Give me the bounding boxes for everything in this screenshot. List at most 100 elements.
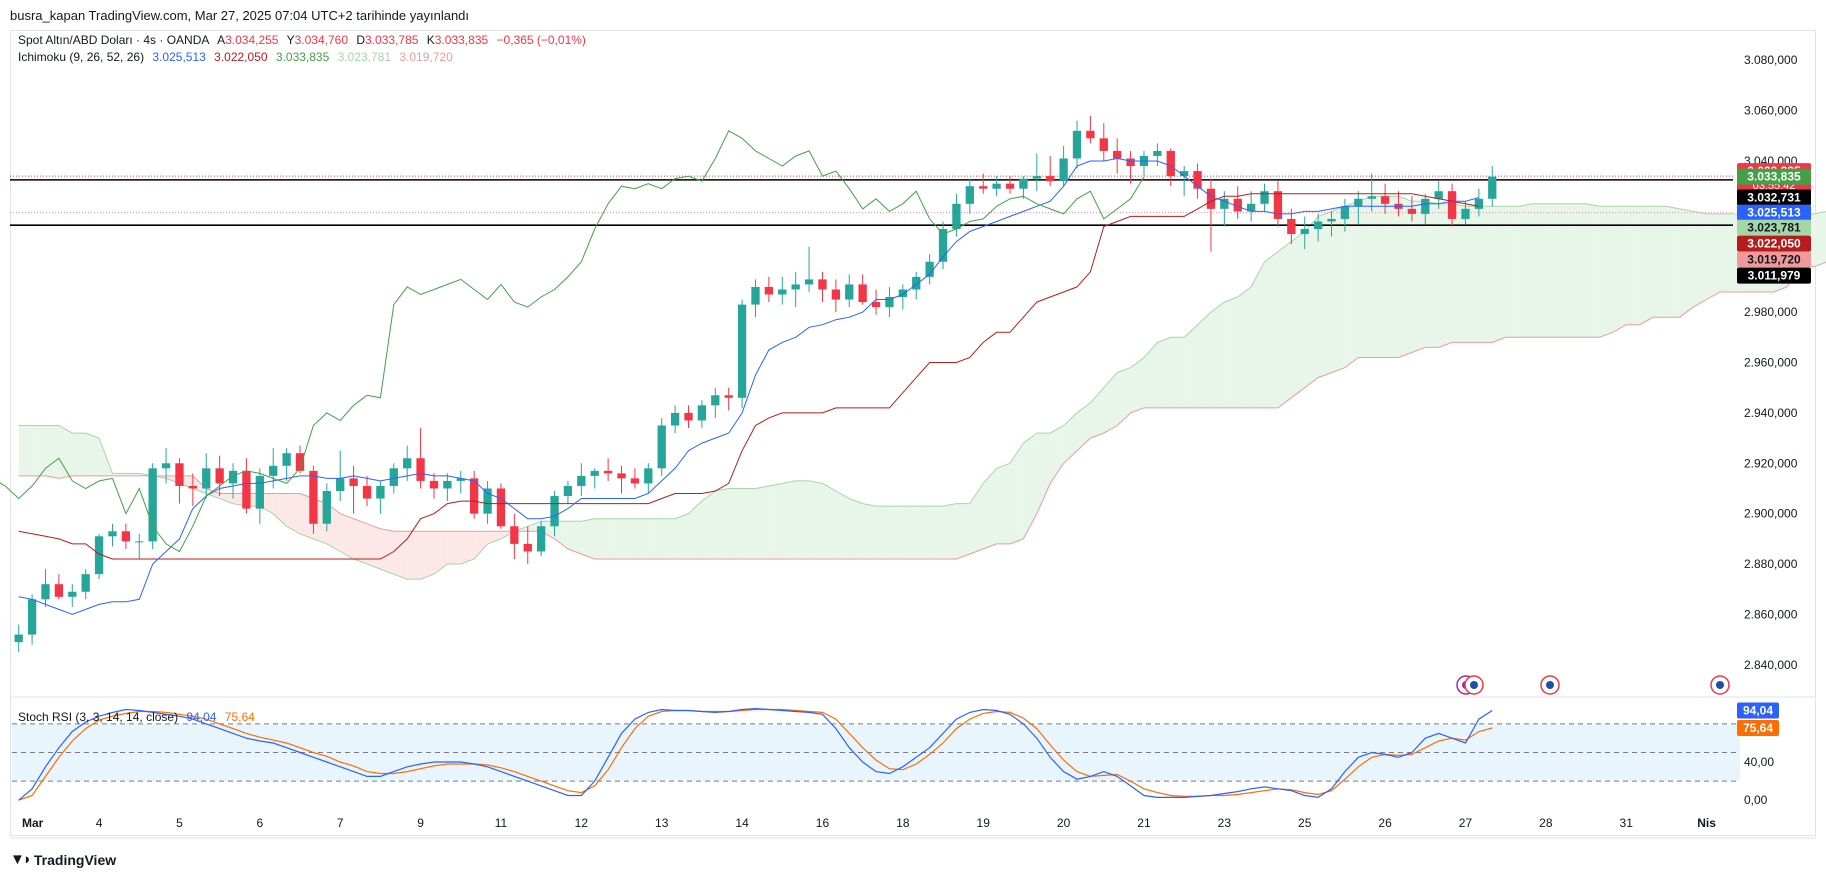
price-tag-box (1737, 204, 1811, 221)
ichimoku-cloud-segment (849, 498, 863, 560)
us-flag-icon-dot (1546, 681, 1554, 689)
candle-up (577, 475, 586, 486)
ichimoku-cloud-segment (219, 493, 234, 504)
footer-brand[interactable]: ▼◗ TradingView (10, 851, 116, 868)
candle-up (1421, 198, 1430, 214)
candle-down (1126, 158, 1135, 167)
senkou-span-b-line (18, 261, 1826, 560)
candle-down (1005, 183, 1015, 189)
ichimoku-cloud-segment (701, 490, 716, 560)
x-tick-label: 7 (337, 816, 344, 830)
candle-down (617, 473, 626, 479)
ichimoku-cloud-segment (1572, 203, 1587, 338)
ichimoku-cloud-segment (1519, 203, 1533, 338)
y-tick-label: 3.060,000 (1744, 104, 1798, 118)
candle-up (1461, 208, 1470, 219)
ichimoku-cloud-segment (876, 506, 890, 560)
y-tick-label: 2.840,000 (1744, 658, 1798, 672)
x-tick-label: 12 (575, 816, 589, 830)
change-value: −0,365 (−0,01%) (496, 33, 586, 47)
ichimoku-cloud-segment (380, 528, 394, 575)
candle-up (389, 468, 398, 486)
candle-up (81, 574, 90, 592)
ichimoku-cloud-segment (943, 503, 957, 560)
x-tick-label: 18 (896, 816, 910, 830)
ichimoku-cloud-segment (929, 506, 944, 560)
brand-name: TradingView (33, 851, 117, 868)
candle-down (818, 279, 827, 290)
tenkan-sen-line (18, 157, 1480, 615)
candle-down (1380, 196, 1390, 204)
rsi-name: Stoch RSI (3, 3, 14, 14, close) (18, 710, 179, 724)
candle-up (536, 526, 546, 552)
price-tag-label: 3.019,720 (1747, 253, 1801, 267)
ichimoku-cloud-segment (1425, 201, 1439, 348)
ichimoku-cloud-segment (1063, 412, 1077, 464)
ichimoku-cloud-segment (661, 518, 676, 560)
publish-header: busra_kapan TradingView.com, Mar 27, 202… (10, 8, 470, 23)
x-tick-label: 9 (417, 816, 424, 830)
candle-up (1327, 218, 1336, 222)
low-value: 3.033,785 (365, 33, 419, 47)
ichimoku-cloud-segment (634, 518, 649, 560)
ichimoku-cloud-segment (1143, 342, 1158, 408)
candle-down (684, 412, 693, 421)
candle-up (456, 478, 465, 481)
ichimoku-cloud-segment (1532, 203, 1546, 338)
ichimoku-cloud-segment (822, 483, 836, 560)
price-tag-label: 3.025,513 (1747, 206, 1801, 220)
ichimoku-cloud-segment (1411, 201, 1426, 353)
high-value: 3.034,760 (294, 33, 349, 47)
price-tag-box (1737, 219, 1811, 236)
candle-up (697, 405, 707, 421)
candle-up (737, 304, 747, 398)
ichimoku-cloud-segment (1505, 206, 1520, 338)
ichimoku-cloud-segment (1251, 261, 1265, 408)
candle-up (269, 465, 278, 476)
y-tick-label: 2.960,000 (1744, 356, 1798, 370)
ichimoku-cloud-segment (112, 473, 126, 476)
ichimoku-cloud-segment (1036, 433, 1051, 514)
x-tick-label: 19 (977, 816, 991, 830)
price-tag-box (1737, 235, 1811, 252)
ichimoku-cloud-segment (621, 518, 635, 560)
x-tick-label: 20 (1057, 816, 1071, 830)
ichimoku-cloud-segment (1170, 337, 1185, 408)
x-tick-label: 4 (96, 816, 103, 830)
candle-up (1488, 176, 1497, 199)
candle-down (295, 453, 305, 471)
candle-down (121, 531, 131, 542)
y-tick-label: 2.940,000 (1744, 406, 1798, 420)
candle-up (804, 279, 814, 285)
candle-up (202, 468, 211, 489)
ichimoku-cloud-segment (996, 463, 1011, 544)
candle-up (135, 541, 144, 543)
candle-up (590, 470, 599, 476)
main-legend: Spot Altın/ABD Doları · 4s · OANDA A3.03… (18, 33, 591, 47)
ichimoku-cloud-segment (1130, 357, 1144, 413)
candle-up (1260, 191, 1269, 204)
x-tick-label: 5 (176, 816, 183, 830)
ichimoku-cloud-segment (755, 485, 769, 560)
price-tag-label: 3.033,835 (1747, 170, 1801, 184)
candle-up (778, 289, 787, 295)
ichimoku-cloud-segment (1224, 297, 1238, 408)
price-tag-label: 3.022,050 (1747, 237, 1801, 251)
chart-frame (10, 30, 1816, 836)
candle-up (563, 485, 573, 497)
candle-down (1233, 198, 1242, 212)
ichimoku-cloud-segment (487, 531, 501, 544)
candle-up (711, 395, 720, 406)
ichimoku-cloud-segment (782, 480, 796, 560)
price-tag-label: 3.032,731 (1747, 191, 1801, 205)
ichimoku-cloud-segment (688, 501, 702, 560)
rsi-d-line (18, 708, 1493, 801)
span-b-value: 3.019,720 (399, 50, 453, 64)
candle-up (443, 480, 452, 489)
candle-up (925, 261, 934, 277)
ichimoku-cloud-segment (340, 513, 354, 560)
ichimoku-cloud-segment (1653, 206, 1667, 318)
candle-down (523, 543, 532, 552)
x-tick-label: 28 (1539, 816, 1553, 830)
